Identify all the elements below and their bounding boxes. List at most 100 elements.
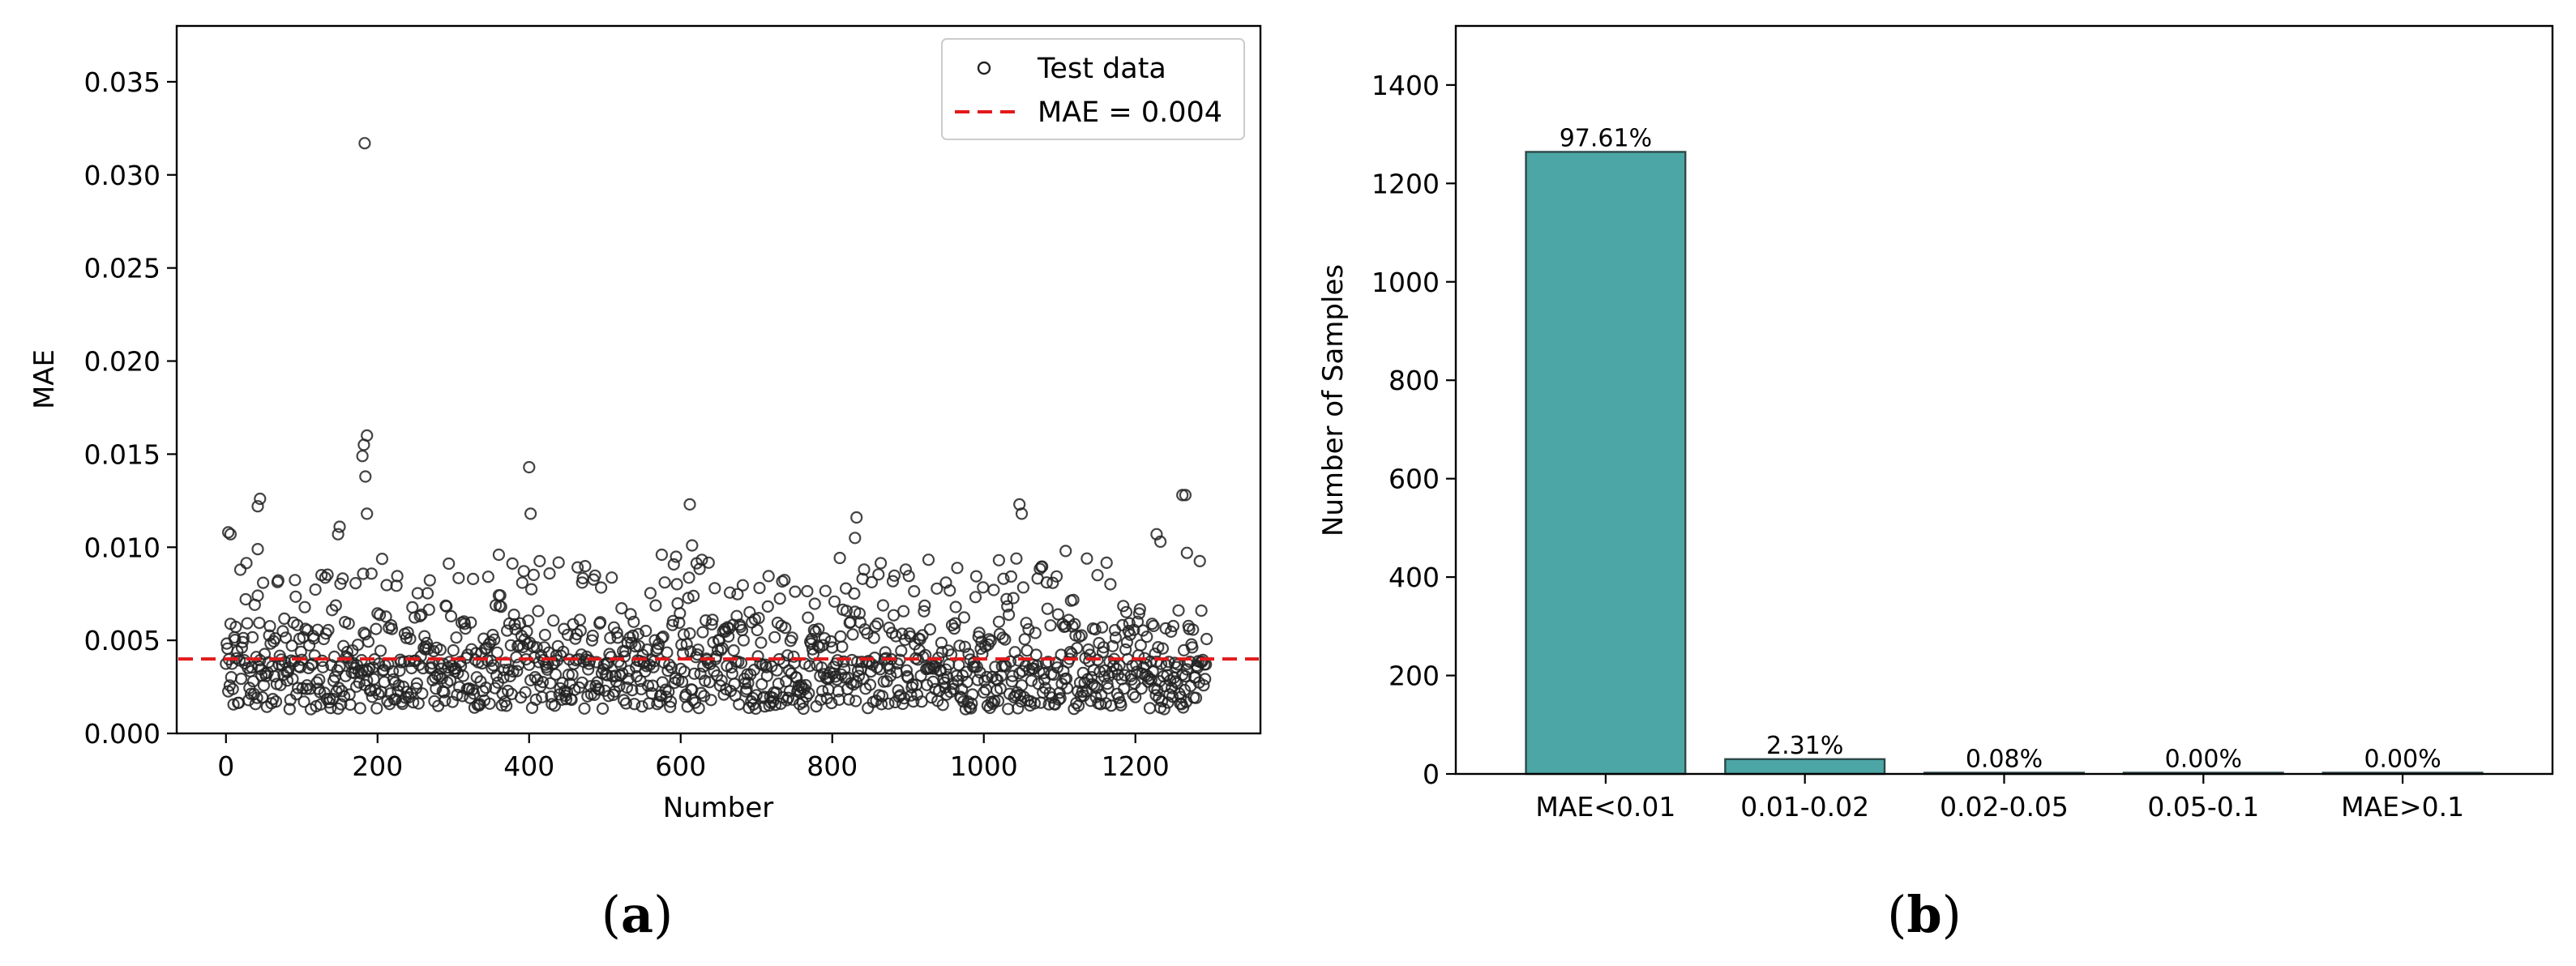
scatter-point — [322, 623, 335, 637]
scatter-point — [656, 676, 669, 689]
scatter-point — [501, 684, 515, 698]
scatter-point — [997, 572, 1010, 585]
scatter-point — [433, 670, 447, 683]
scatter-point — [324, 701, 337, 715]
scatter-point — [407, 695, 420, 709]
scatter-point — [356, 450, 369, 463]
scatter-point — [413, 609, 426, 623]
bar — [1525, 151, 1687, 776]
scatter-x-axis-label: Number — [663, 792, 774, 824]
scatter-point — [869, 620, 882, 633]
scatter-point — [692, 702, 705, 715]
scatter-point — [359, 628, 372, 641]
scatter-point — [1187, 623, 1200, 636]
scatter-point — [466, 572, 480, 586]
scatter-point — [992, 554, 1006, 566]
scatter-point — [916, 629, 929, 642]
scatter-point — [1091, 569, 1104, 582]
bar-data-label: 97.61% — [1560, 124, 1652, 152]
scatter-point — [1120, 635, 1134, 649]
scatter-point — [370, 702, 383, 715]
scatter-point — [529, 693, 542, 707]
legend-label-mae-line: MAE = 0.004 — [1038, 96, 1222, 129]
scatter-point — [779, 622, 792, 635]
panel-label-b: (b) — [1887, 885, 1962, 944]
scatter-point — [224, 528, 237, 541]
scatter-point — [907, 695, 920, 708]
scatter-point — [372, 687, 385, 701]
bar-y-axis-label: Number of Samples — [1317, 264, 1350, 536]
scatter-point — [987, 583, 1000, 596]
scatter-point — [837, 655, 850, 669]
scatter-point — [842, 693, 855, 706]
scatter-point — [1117, 600, 1130, 613]
scatter-point — [687, 694, 700, 707]
scatter-point — [683, 626, 696, 640]
scatter-point — [863, 678, 877, 691]
scatter-point — [562, 668, 576, 682]
scatter-point — [695, 554, 708, 566]
scatter-point — [488, 633, 501, 646]
scatter-point — [751, 623, 764, 637]
scatter-point — [251, 589, 264, 602]
scatter-point — [524, 507, 537, 520]
bar-y-tick-label: 800 — [1389, 365, 1440, 396]
bar-panel: 97.61% 2.31% 0.08% 0.00% 0.00% MAE<0.01 0.01-… — [1317, 24, 2554, 944]
scatter-point — [507, 608, 520, 622]
scatter-point — [422, 603, 435, 616]
scatter-point — [594, 581, 608, 594]
scatter-x-tick-label: 1000 — [950, 750, 1018, 782]
scatter-point — [1022, 622, 1035, 636]
scatter-point — [957, 611, 971, 624]
scatter-point — [752, 611, 765, 625]
scatter-y-tick-label: 0.000 — [84, 718, 160, 750]
scatter-point — [439, 694, 451, 707]
scatter-point — [506, 557, 519, 571]
scatter-point — [948, 622, 961, 635]
scatter-point — [420, 636, 434, 650]
scatter-x-tick-label: 1200 — [1102, 750, 1170, 782]
scatter-point — [1166, 690, 1179, 703]
scatter-point — [1134, 639, 1147, 652]
scatter-point — [736, 579, 750, 592]
bar-x-tick-label: MAE<0.01 — [1535, 791, 1675, 823]
scatter-point — [1131, 615, 1145, 628]
scatter-point — [254, 492, 267, 506]
scatter-point — [1036, 560, 1049, 573]
scatter-point — [1147, 619, 1160, 633]
scatter-point — [778, 574, 791, 587]
scatter-point — [1118, 682, 1131, 695]
scatter-point — [1106, 639, 1119, 652]
bar-series — [1525, 151, 2484, 776]
scatter-point — [802, 686, 815, 700]
scatter-point — [1063, 645, 1076, 659]
scatter-point — [579, 559, 592, 573]
scatter-point — [884, 669, 897, 682]
scatter-point — [1012, 702, 1025, 715]
scatter-point — [410, 677, 424, 690]
scatter-point — [1101, 677, 1114, 690]
scatter-point — [571, 561, 584, 574]
scatter-point — [342, 617, 355, 630]
scatter-point — [1200, 632, 1213, 646]
scatter-point — [375, 552, 388, 566]
scatter-point — [1115, 699, 1128, 712]
scatter-point — [683, 571, 695, 584]
scatter-point — [661, 664, 674, 677]
scatter-point — [552, 556, 565, 569]
scatter-point — [1169, 675, 1182, 688]
scatter-point — [229, 620, 242, 634]
scatter-point — [251, 542, 264, 556]
scatter-point — [828, 595, 841, 608]
scatter-x-tick-label: 600 — [655, 750, 706, 782]
scatter-point — [495, 699, 508, 712]
scatter-point — [283, 703, 296, 716]
scatter-point — [522, 614, 535, 627]
scatter-point — [892, 690, 905, 703]
scatter-point — [635, 682, 648, 696]
scatter-point — [1071, 642, 1084, 655]
scatter-point — [872, 568, 885, 581]
scatter-point — [808, 597, 821, 610]
scatter-point — [687, 589, 700, 603]
scatter-point — [848, 587, 861, 601]
